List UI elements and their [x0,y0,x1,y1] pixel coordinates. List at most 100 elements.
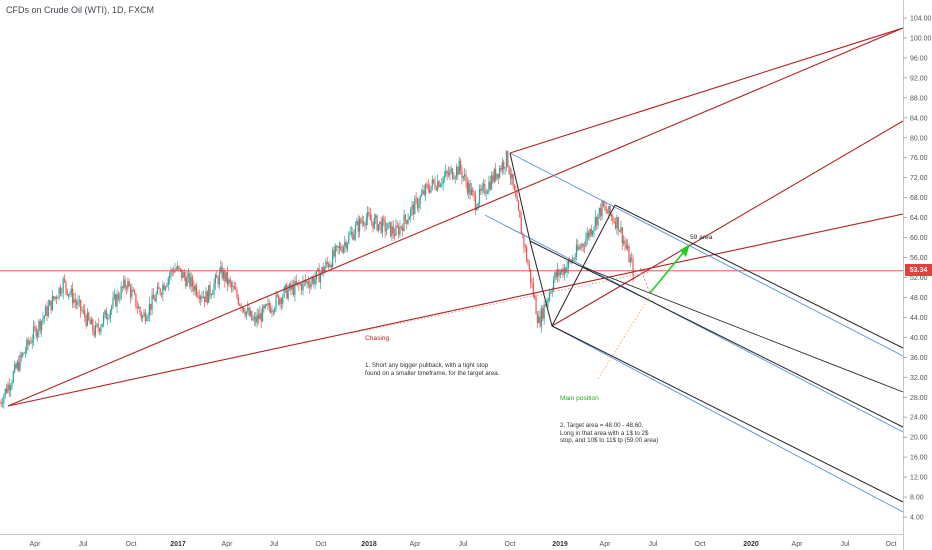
candle-body [511,173,513,179]
candle-body [306,281,308,283]
candle-body [16,362,18,369]
candle-body [42,318,44,321]
chart-title: CFDs on Crude Oil (WTI), 1D, FXCM [6,5,155,15]
candle-body [74,299,76,303]
candle-body [179,268,181,270]
candle-body [481,186,483,191]
candle-body [453,178,455,179]
candle-body [139,307,141,313]
candle-body [143,312,145,317]
candle-body [598,207,600,215]
candle-body [363,221,365,225]
candle-body [450,168,452,171]
candle-body [346,242,349,249]
candle-body [578,247,580,250]
last-price-badge: 53.34 [905,264,932,276]
y-tick-label: 56.00 [910,255,928,262]
x-axis: Apr Jul Oct 2017 Apr Jul Oct 2018 Apr Jul Oct 2019 A… [0,534,903,548]
candle-body [169,275,171,279]
candle-body [295,280,297,285]
candle-body [18,362,20,371]
candle-body [581,244,583,248]
candle-body [468,183,470,193]
y-tick-label: 4.00 [910,515,924,522]
x-tick-label: 2018 [361,541,377,548]
candle-body [140,312,142,318]
candle-body [59,287,62,294]
candle-body [38,320,40,332]
candle-body [437,181,439,190]
candle-body [384,220,386,232]
candle-body [190,277,192,287]
candle-body [112,297,114,307]
candle-body [155,293,157,302]
x-tick-label: Apr [792,541,804,548]
candle-body [132,289,134,292]
candle-body [621,227,623,244]
candle-body [488,181,490,192]
candle-body [20,354,23,357]
candle-body [208,285,210,303]
candle-body [492,175,494,182]
candle-body [317,268,319,271]
candle-body [427,184,429,190]
candle-body [349,233,351,235]
candle-body [368,212,370,215]
y-tick-label: 40.00 [910,335,928,342]
candle-body [36,331,39,337]
candle-body [46,306,48,317]
candle-body [597,214,599,226]
candle-body [236,289,238,297]
candle-body [505,151,508,168]
candle-body [216,275,218,278]
candle-body [5,388,8,393]
candle-body [465,174,467,183]
main-position-title: Main position [560,395,599,403]
candle-body [402,227,404,232]
candle-body [485,193,487,195]
candle-body [490,175,493,190]
candle-body [365,218,367,226]
candle-body [199,296,202,300]
candle-body [128,281,130,287]
candle-body [574,256,576,260]
candle-body [625,244,627,249]
y-tick-label: 20.00 [910,435,928,442]
blue-lower-line [551,325,904,513]
candle-body [34,326,36,328]
candle-body [585,238,587,247]
candle-body [313,277,315,285]
candle-body [67,293,70,296]
candle-body [589,229,591,237]
candle-body [107,318,109,319]
candle-body [194,285,196,292]
candle-body [527,260,529,265]
candle-body [451,168,454,179]
candle-body [334,246,336,257]
candle-body [76,302,78,305]
candle-body [206,291,208,303]
candle-body [123,279,125,288]
candle-body [283,287,285,297]
candle-body [111,306,113,311]
candle-body [191,277,194,287]
x-tick-label: Oct [695,541,706,548]
candle-body [268,303,270,308]
candle-body [3,395,5,404]
candle-body [616,216,618,229]
candle-body [193,286,195,292]
candle-body [274,308,276,312]
x-tick-label: Jul [79,541,88,548]
y-tick-label: 88.00 [910,95,928,102]
candle-body [221,266,223,279]
candle-body [205,291,207,303]
candle-body [85,317,87,326]
x-tick-label: Jul [841,541,850,548]
candle-body [244,312,246,316]
candle-body [593,227,595,232]
dark-inner-line [582,266,904,393]
target-dotted-line [597,295,651,380]
candle-body [150,303,152,310]
candle-body [571,259,574,263]
candle-body [117,293,120,300]
